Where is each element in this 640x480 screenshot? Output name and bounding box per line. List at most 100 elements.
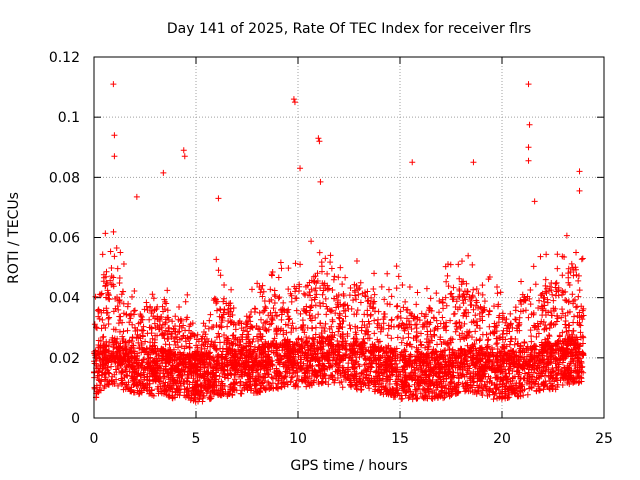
data-point: [398, 339, 405, 346]
data-point: [255, 337, 262, 344]
data-point: [456, 319, 463, 326]
data-point: [544, 296, 551, 303]
data-point: [346, 322, 353, 329]
data-point: [102, 283, 109, 290]
data-point: [311, 336, 318, 343]
data-point: [171, 338, 178, 345]
data-point: [524, 391, 531, 398]
data-point: [528, 333, 535, 340]
x-tick-label: 0: [90, 431, 99, 447]
data-point: [312, 314, 319, 321]
data-point: [231, 351, 238, 358]
data-point: [460, 371, 467, 378]
data-point: [339, 324, 346, 331]
data-point: [388, 335, 395, 342]
y-tick-label: 0.12: [49, 50, 80, 66]
data-point: [545, 332, 552, 339]
data-point: [389, 371, 396, 378]
data-point: [442, 294, 449, 301]
data-point: [399, 282, 406, 289]
x-tick-label: 5: [192, 431, 201, 447]
data-point: [230, 304, 237, 311]
data-point: [473, 285, 480, 292]
y-tick-label: 0.06: [49, 231, 80, 247]
data-point: [469, 261, 476, 268]
data-point: [578, 313, 585, 320]
data-point: [378, 283, 385, 290]
data-point: [339, 384, 346, 391]
data-point: [195, 338, 202, 345]
data-point: [436, 309, 443, 316]
data-point: [303, 355, 310, 362]
data-point: [215, 330, 222, 337]
data-point: [364, 288, 371, 295]
data-point: [239, 387, 246, 394]
data-point: [546, 325, 553, 332]
data-point: [131, 287, 138, 294]
data-point: [471, 340, 478, 347]
data-point: [573, 249, 580, 256]
data-point: [174, 391, 181, 398]
data-point: [413, 301, 420, 308]
data-point: [219, 315, 226, 322]
data-point: [577, 329, 584, 336]
data-point: [405, 330, 412, 337]
data-point: [103, 268, 110, 275]
data-point: [326, 307, 333, 314]
data-point: [376, 338, 383, 345]
data-point: [418, 310, 425, 317]
data-point: [339, 281, 346, 288]
data-point: [554, 251, 561, 258]
data-point: [425, 343, 432, 350]
data-point: [353, 358, 360, 365]
data-point: [434, 377, 441, 384]
data-point: [417, 390, 424, 397]
data-point: [115, 365, 122, 372]
data-point: [463, 334, 470, 341]
data-point: [397, 308, 404, 315]
data-point: [328, 265, 335, 272]
data-point: [562, 317, 569, 324]
data-point: [297, 310, 304, 317]
data-point: [262, 364, 269, 371]
data-point: [485, 336, 492, 343]
data-point: [146, 316, 153, 323]
data-point: [257, 289, 264, 296]
data-point: [555, 292, 562, 299]
data-point: [407, 388, 414, 395]
data-point: [366, 385, 373, 392]
data-point: [423, 285, 430, 292]
data-point: [200, 329, 207, 336]
data-point: [553, 279, 560, 286]
data-point: [156, 318, 163, 325]
data-point: [397, 371, 404, 378]
data-point: [364, 307, 371, 314]
data-point: [509, 374, 516, 381]
data-point: [565, 265, 572, 272]
data-point: [105, 320, 112, 327]
data-point: [479, 331, 486, 338]
data-point: [145, 355, 152, 362]
data-point: [357, 299, 364, 306]
data-point: [458, 258, 465, 265]
data-point: [533, 388, 540, 395]
data-point: [302, 308, 309, 315]
data-point: [331, 273, 338, 280]
data-point: [291, 283, 298, 290]
data-point: [440, 305, 447, 312]
data-point: [308, 238, 315, 245]
data-point: [104, 280, 111, 287]
data-point: [417, 338, 424, 345]
data-point: [96, 315, 103, 322]
data-point: [225, 309, 232, 316]
data-point: [383, 373, 390, 380]
data-point: [445, 283, 452, 290]
data-point: [217, 306, 224, 313]
data-point: [283, 329, 290, 336]
data-point: [530, 309, 537, 316]
data-point: [452, 320, 459, 327]
data-point: [239, 373, 246, 380]
data-point: [105, 295, 112, 302]
data-point: [465, 329, 472, 336]
